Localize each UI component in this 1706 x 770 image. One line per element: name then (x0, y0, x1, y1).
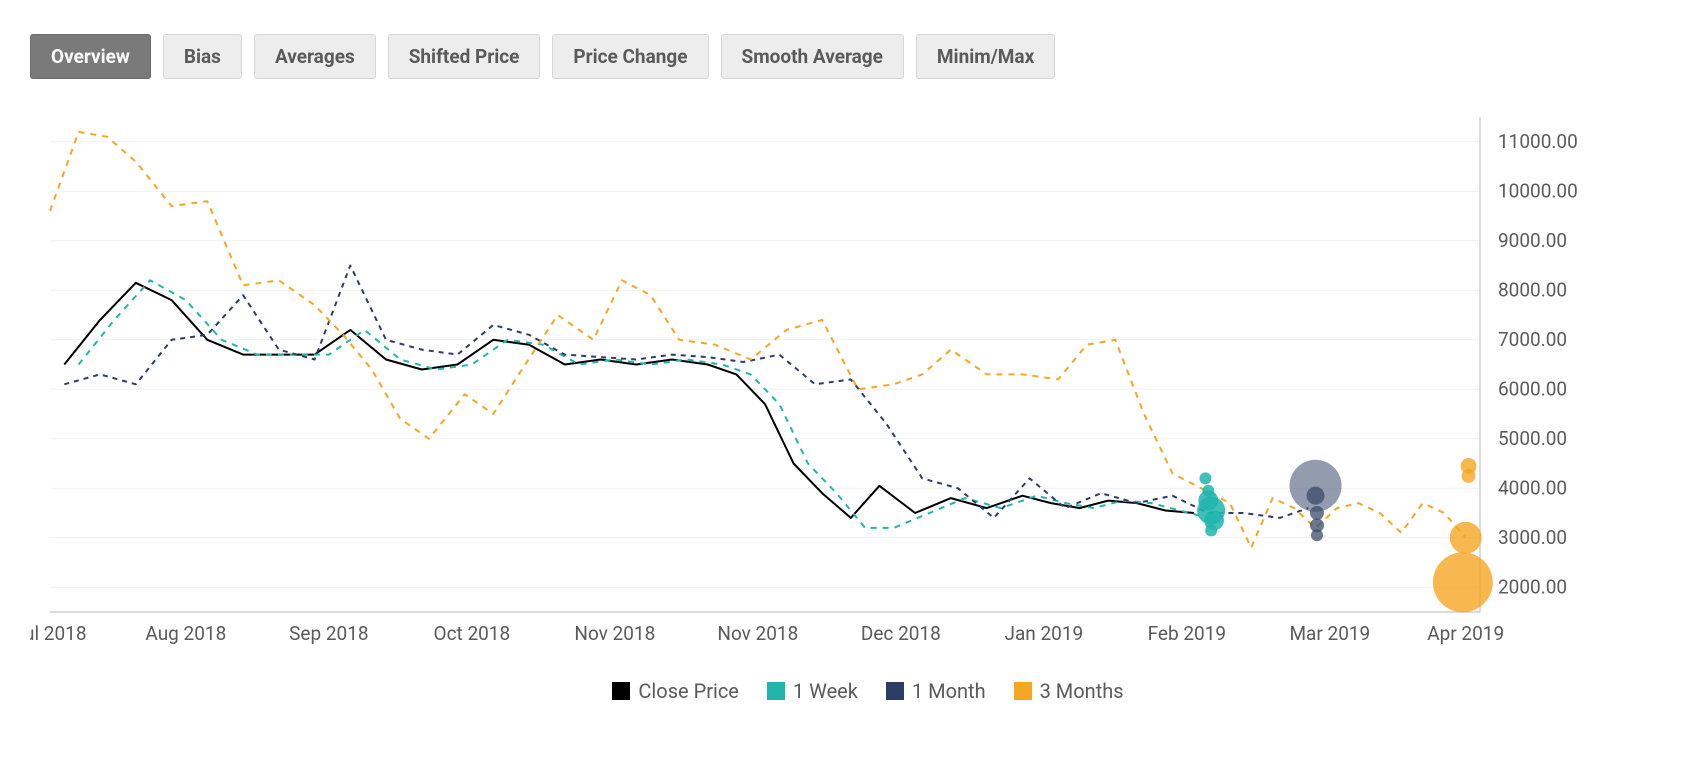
tab-averages[interactable]: Averages (254, 34, 376, 79)
legend-swatch (612, 682, 630, 700)
svg-text:Jan 2019: Jan 2019 (1004, 622, 1083, 645)
svg-text:Jul 2018: Jul 2018 (30, 622, 87, 645)
svg-text:8000.00: 8000.00 (1498, 278, 1567, 301)
svg-text:3000.00: 3000.00 (1498, 526, 1567, 549)
svg-text:Apr 2019: Apr 2019 (1427, 622, 1504, 645)
tab-shifted-price[interactable]: Shifted Price (388, 34, 541, 79)
tab-overview[interactable]: Overview (30, 34, 151, 79)
svg-text:9000.00: 9000.00 (1498, 229, 1567, 252)
tab-smooth-average[interactable]: Smooth Average (721, 34, 904, 79)
svg-text:6000.00: 6000.00 (1498, 377, 1567, 400)
legend-swatch (1014, 682, 1032, 700)
legend-item-1-month[interactable]: 1 Month (886, 679, 986, 703)
svg-text:5000.00: 5000.00 (1498, 427, 1567, 450)
tab-bar: Overview Bias Averages Shifted PricePrice C… (0, 0, 1706, 79)
svg-text:11000.00: 11000.00 (1498, 130, 1578, 153)
svg-text:Feb 2019: Feb 2019 (1148, 622, 1226, 645)
svg-text:4000.00: 4000.00 (1498, 476, 1567, 499)
legend-item-1-week[interactable]: 1 Week (767, 679, 858, 703)
price-chart: 2000.00 3000.00 4000.00 5000.00 6000.00 7000.… (30, 107, 1706, 703)
svg-text:Aug 2018: Aug 2018 (145, 622, 226, 645)
svg-text:Oct 2018: Oct 2018 (434, 622, 511, 645)
legend-item-3-months[interactable]: 3 Months (1014, 679, 1124, 703)
legend-swatch (886, 682, 904, 700)
svg-text:Nov 2018: Nov 2018 (717, 622, 798, 645)
tab-minim-max[interactable]: Minim/Max (916, 34, 1055, 79)
svg-text:10000.00: 10000.00 (1498, 179, 1578, 202)
svg-text:Sep 2018: Sep 2018 (289, 622, 368, 645)
svg-text:Dec 2018: Dec 2018 (861, 622, 941, 645)
tab-bias[interactable]: Bias (163, 34, 242, 79)
legend-item-close-price[interactable]: Close Price (612, 679, 739, 703)
chart-legend: Close Price 1 Week 1 Month 3 Months (30, 679, 1706, 703)
svg-text:Nov 2018: Nov 2018 (574, 622, 655, 645)
svg-text:Mar 2019: Mar 2019 (1289, 622, 1370, 645)
svg-text:7000.00: 7000.00 (1498, 328, 1567, 351)
svg-text:2000.00: 2000.00 (1498, 575, 1567, 598)
tab-price-change[interactable]: Price Change (552, 34, 708, 79)
legend-swatch (767, 682, 785, 700)
